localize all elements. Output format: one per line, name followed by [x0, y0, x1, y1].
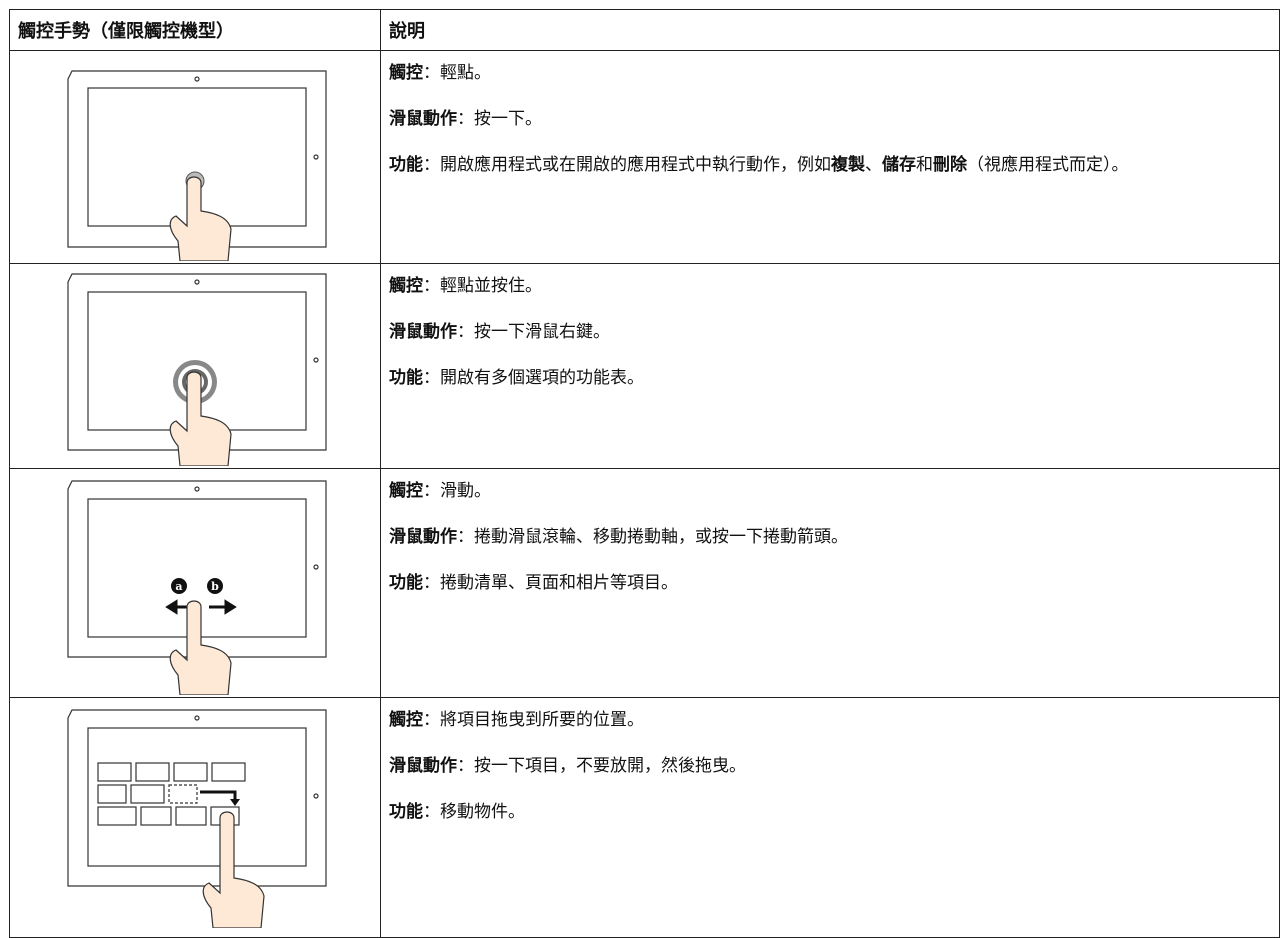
bold-term: 複製: [831, 155, 865, 175]
bold-term: 滑鼠動作: [389, 109, 457, 129]
text: 和: [916, 155, 933, 175]
bold-term: 觸控: [389, 481, 423, 501]
header-cell: 觸控手勢（僅限觸控機型）: [9, 9, 381, 51]
bold-term: 功能: [389, 368, 423, 388]
bold-term: 功能: [389, 802, 423, 822]
description-cell: 觸控：輕點。 滑鼠動作：按一下。 功能：開啟應用程式或在開啟的應用程式中執行動作，例…: [380, 50, 1280, 264]
text: ：開啟應用程式或在開啟的應用程式中執行動作，例如: [423, 155, 831, 175]
bold-term: 功能: [389, 573, 423, 593]
text: ：輕點。: [423, 63, 491, 83]
description-cell: 觸控：滑動。 滑鼠動作：捲動滑鼠滾輪、移動捲動軸，或按一下捲動箭頭。 功能：捲動清單…: [380, 468, 1280, 698]
slide-illustration: a b: [67, 480, 327, 695]
text: ：按一下滑鼠右鍵。: [457, 322, 610, 342]
illustration-cell: a b: [9, 468, 381, 698]
description-line: 觸控：滑動。: [389, 481, 1271, 502]
text: ：輕點並按住。: [423, 276, 542, 296]
text: ：將項目拖曳到所要的位置。: [423, 710, 644, 730]
text: ：開啟有多個選項的功能表。: [423, 368, 644, 388]
illustration-cell: [9, 50, 381, 264]
description-line: 滑鼠動作：按一下項目，不要放開，然後拖曳。: [389, 756, 1271, 777]
description-cell: 觸控：將項目拖曳到所要的位置。 滑鼠動作：按一下項目，不要放開，然後拖曳。 功能：移…: [380, 697, 1280, 938]
bold-term: 滑鼠動作: [389, 756, 457, 776]
bold-term: 儲存: [882, 155, 916, 175]
gesture-table: 觸控手勢（僅限觸控機型） 說明 觸控：輕點。 滑鼠動作：按一下。 功能：開啟應用程式…: [9, 9, 1280, 938]
bold-term: 觸控: [389, 710, 423, 730]
description-line: 功能：開啟應用程式或在開啟的應用程式中執行動作，例如複製、儲存和刪除（視應用程式…: [389, 155, 1271, 176]
tap-illustration: [67, 70, 327, 261]
description-line: 滑鼠動作：捲動滑鼠滾輪、移動捲動軸，或按一下捲動箭頭。: [389, 527, 1271, 548]
description-line: 觸控：輕點。: [389, 63, 1271, 84]
bold-term: 觸控: [389, 63, 423, 83]
header-row: 觸控手勢（僅限觸控機型） 說明: [9, 9, 1280, 51]
description-line: 滑鼠動作：按一下滑鼠右鍵。: [389, 322, 1271, 343]
row: a b 觸控：滑動。 滑鼠動作：捲動滑鼠滾輪、移動捲動軸，或按一下捲動箭頭。 功能：…: [9, 468, 1280, 698]
bold-term: 觸控: [389, 276, 423, 296]
illustration-cell: [9, 263, 381, 469]
description-line: 觸控：將項目拖曳到所要的位置。: [389, 710, 1271, 731]
description-line: 功能：開啟有多個選項的功能表。: [389, 368, 1271, 389]
row: 觸控：將項目拖曳到所要的位置。 滑鼠動作：按一下項目，不要放開，然後拖曳。 功能：移…: [9, 697, 1280, 938]
description-line: 滑鼠動作：按一下。: [389, 109, 1271, 130]
bold-term: 刪除: [933, 155, 967, 175]
bold-term: 滑鼠動作: [389, 322, 457, 342]
description-line: 觸控：輕點並按住。: [389, 276, 1271, 297]
header-cell: 說明: [380, 9, 1280, 51]
callout: a: [175, 580, 182, 593]
text: （視應用程式而定）。: [967, 155, 1129, 175]
callout: b: [211, 580, 219, 593]
drag-illustration: [67, 709, 327, 928]
description-line: 功能：移動物件。: [389, 802, 1271, 823]
text: ：移動物件。: [423, 802, 525, 822]
text: ：滑動。: [423, 481, 491, 501]
text: ：捲動滑鼠滾輪、移動捲動軸，或按一下捲動箭頭。: [457, 527, 848, 547]
text: ：捲動清單、頁面和相片等項目。: [423, 573, 678, 593]
row: 觸控：輕點並按住。 滑鼠動作：按一下滑鼠右鍵。 功能：開啟有多個選項的功能表。: [9, 263, 1280, 469]
illustration-cell: [9, 697, 381, 938]
bold-term: 滑鼠動作: [389, 527, 457, 547]
text: ：按一下。: [457, 109, 542, 129]
press-illustration: [67, 273, 327, 466]
description-line: 功能：捲動清單、頁面和相片等項目。: [389, 573, 1271, 594]
row: 觸控：輕點。 滑鼠動作：按一下。 功能：開啟應用程式或在開啟的應用程式中執行動作，例…: [9, 50, 1280, 264]
bold-term: 功能: [389, 155, 423, 175]
description-cell: 觸控：輕點並按住。 滑鼠動作：按一下滑鼠右鍵。 功能：開啟有多個選項的功能表。: [380, 263, 1280, 469]
text: 、: [865, 155, 882, 175]
text: ：按一下項目，不要放開，然後拖曳。: [457, 756, 746, 776]
